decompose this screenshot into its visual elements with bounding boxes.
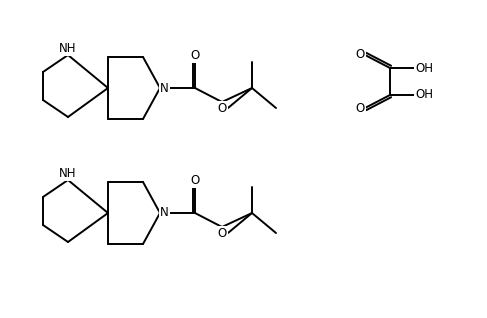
Text: O: O (217, 102, 226, 115)
Text: O: O (190, 49, 200, 62)
Text: O: O (190, 174, 200, 187)
Text: N: N (160, 81, 169, 94)
Text: O: O (217, 227, 226, 240)
Text: O: O (356, 101, 365, 114)
Text: O: O (356, 49, 365, 61)
Text: OH: OH (415, 61, 433, 74)
Text: OH: OH (415, 88, 433, 101)
Text: N: N (160, 206, 169, 219)
Text: NH: NH (59, 42, 77, 55)
Text: NH: NH (59, 167, 77, 180)
